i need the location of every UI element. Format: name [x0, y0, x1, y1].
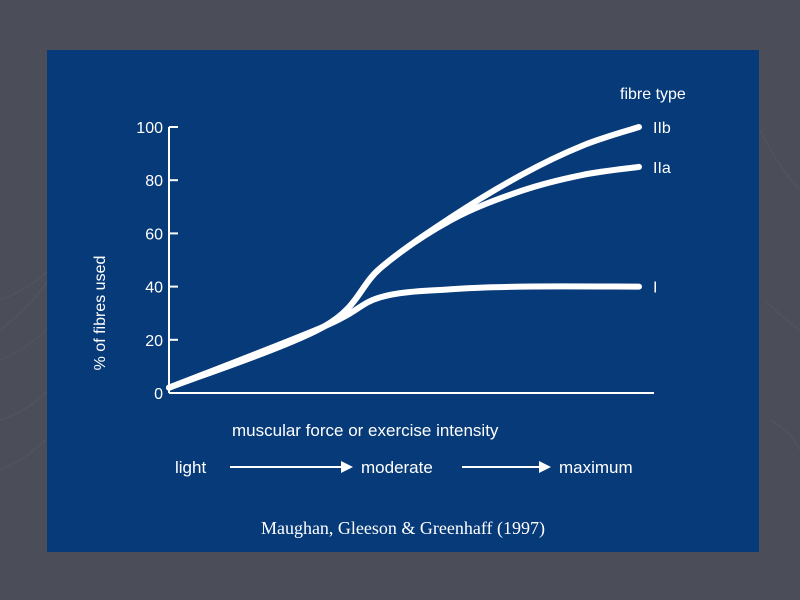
fibre-recruitment-chart: 0 20 40 60 80 100 IIb IIa I fibre type % of fib… [92, 86, 686, 477]
y-tick-label: 0 [154, 386, 163, 403]
x-axis-label: muscular force or exercise intensity [232, 421, 499, 440]
intensity-scale: light moderate maximum [175, 458, 633, 477]
arrow-icon [462, 461, 551, 473]
series-lines [166, 124, 642, 391]
series-labels: IIb IIa I [653, 120, 671, 297]
intensity-light: light [175, 458, 206, 477]
y-tick-label: 100 [136, 120, 163, 137]
chart-panel: 0 20 40 60 80 100 IIb IIa I fibre type % of fib… [47, 50, 759, 552]
series-line-iia [166, 163, 642, 391]
y-tick-label: 40 [145, 280, 163, 297]
y-axis-ticks: 0 20 40 60 80 100 [136, 120, 178, 403]
citation: Maughan, Gleeson & Greenhaff (1997) [260, 518, 546, 538]
chart-axes [168, 127, 654, 394]
intensity-moderate: moderate [361, 458, 433, 477]
y-tick-label: 80 [145, 173, 163, 190]
series-line-i [166, 283, 642, 391]
series-label-iia: IIa [653, 160, 671, 177]
y-tick-label: 60 [145, 226, 163, 243]
series-line-iib [166, 124, 642, 391]
y-axis-label: % of fibres used [92, 256, 109, 371]
y-tick-label: 20 [145, 333, 163, 350]
arrow-icon [230, 461, 353, 473]
intensity-maximum: maximum [559, 458, 633, 477]
legend-title: fibre type [620, 86, 686, 103]
series-label-i: I [653, 280, 657, 297]
series-label-iib: IIb [653, 120, 671, 137]
